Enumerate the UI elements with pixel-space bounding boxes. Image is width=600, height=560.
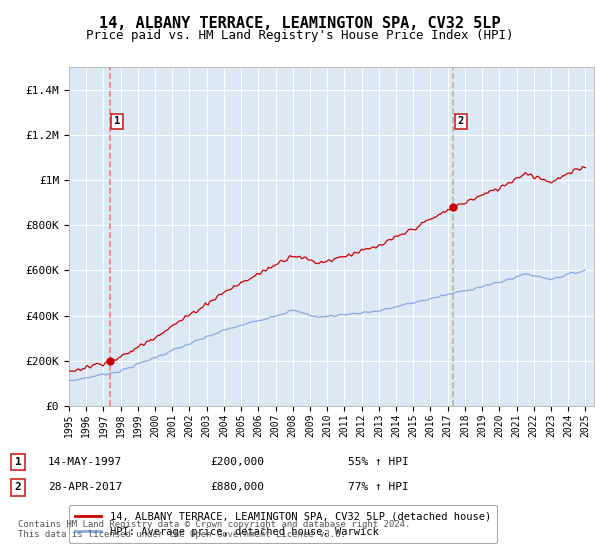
Text: 77% ↑ HPI: 77% ↑ HPI (348, 482, 409, 492)
Text: £200,000: £200,000 (210, 457, 264, 467)
Text: £880,000: £880,000 (210, 482, 264, 492)
Text: Contains HM Land Registry data © Crown copyright and database right 2024.
This d: Contains HM Land Registry data © Crown c… (18, 520, 410, 539)
Text: 14-MAY-1997: 14-MAY-1997 (48, 457, 122, 467)
Text: 1: 1 (114, 116, 121, 127)
Text: 55% ↑ HPI: 55% ↑ HPI (348, 457, 409, 467)
Text: 28-APR-2017: 28-APR-2017 (48, 482, 122, 492)
Text: Price paid vs. HM Land Registry's House Price Index (HPI): Price paid vs. HM Land Registry's House … (86, 29, 514, 42)
Text: 1: 1 (14, 457, 22, 467)
Legend: 14, ALBANY TERRACE, LEAMINGTON SPA, CV32 5LP (detached house), HPI: Average pric: 14, ALBANY TERRACE, LEAMINGTON SPA, CV32… (69, 505, 497, 543)
Text: 2: 2 (458, 116, 464, 127)
Text: 14, ALBANY TERRACE, LEAMINGTON SPA, CV32 5LP: 14, ALBANY TERRACE, LEAMINGTON SPA, CV32… (99, 16, 501, 31)
Text: 2: 2 (14, 482, 22, 492)
